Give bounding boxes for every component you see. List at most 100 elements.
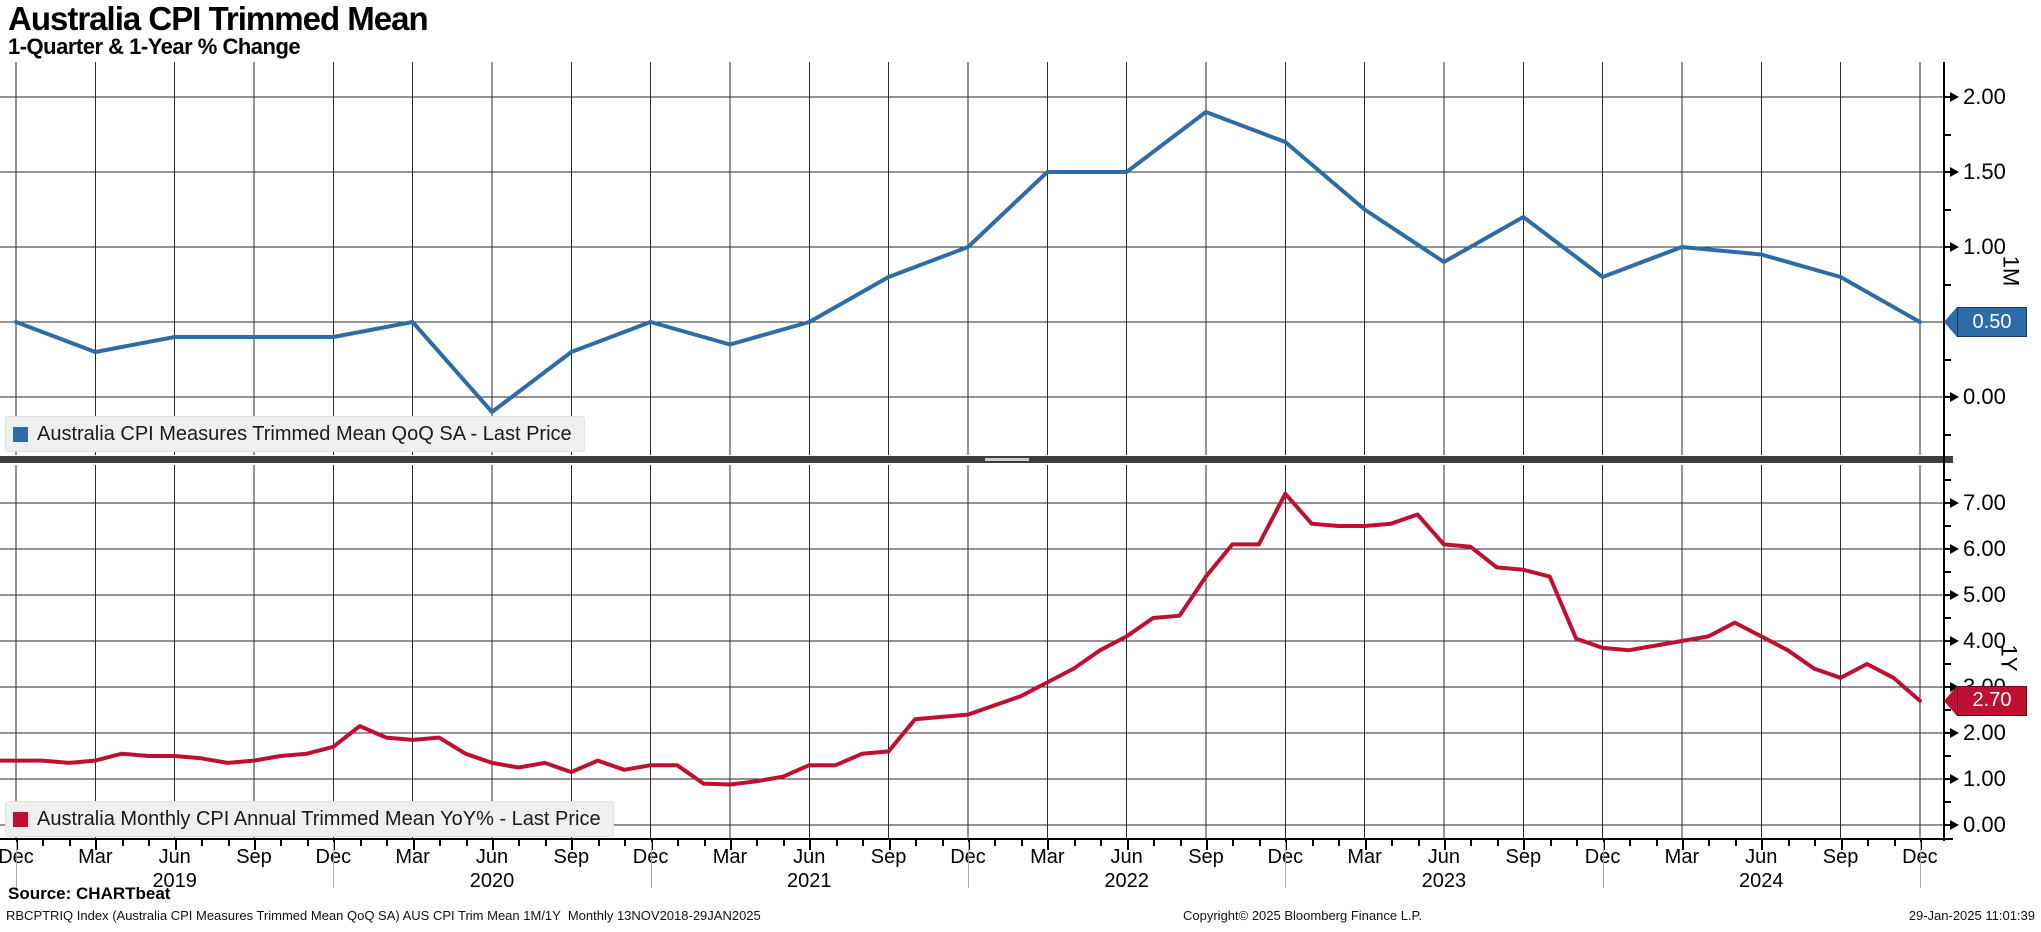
x-minor-tick [1655, 840, 1658, 846]
x-major-tick [333, 840, 336, 850]
last-price-marker-yoy: 2.70 [1944, 685, 2027, 716]
x-quarter-label: Mar [1030, 846, 1065, 868]
x-quarter-label: Jun [475, 846, 509, 868]
year-divider-line [650, 842, 652, 888]
x-quarter-label: Sep [870, 846, 907, 868]
panel-divider-handle[interactable] [985, 458, 1029, 461]
x-year-label: 2024 [1739, 870, 1784, 892]
x-minor-tick [1470, 840, 1473, 846]
y-minor-tick [1943, 801, 1951, 803]
y-minor-tick [1943, 663, 1951, 665]
year-divider-line [333, 842, 335, 888]
x-major-tick [1681, 840, 1684, 850]
y-minor-tick [1943, 284, 1951, 286]
x-major-tick [95, 840, 98, 850]
y-tick-arrow-icon [1950, 167, 1959, 177]
x-minor-tick [280, 840, 283, 846]
x-minor-tick [1311, 840, 1314, 846]
x-minor-tick [201, 840, 204, 846]
yoy-panel-plot[interactable] [0, 465, 1943, 838]
year-divider-line [1919, 842, 1921, 888]
x-minor-tick [1179, 840, 1182, 846]
marker-arrow-icon [1944, 307, 1957, 337]
x-minor-tick [756, 840, 759, 846]
y-minor-tick [1943, 434, 1951, 436]
x-major-tick [1126, 840, 1129, 850]
y-tick-label: 1.00 [1963, 234, 2006, 259]
y-minor-tick [1943, 359, 1951, 361]
last-price-marker-qoq: 0.50 [1944, 307, 2027, 337]
x-minor-tick [359, 840, 362, 846]
x-quarter-label: Jun [1745, 846, 1778, 868]
x-axis [0, 838, 1953, 840]
x-minor-tick [439, 840, 442, 846]
x-minor-tick [1496, 840, 1499, 846]
y-minor-tick [1943, 479, 1951, 481]
y-tick-label: 5.00 [1963, 582, 2006, 607]
x-year-label: 2020 [469, 870, 515, 892]
x-quarter-label: Dec [632, 846, 669, 868]
yoy-legend-swatch-icon [13, 811, 28, 827]
y-tick-label: 2.00 [1963, 84, 2006, 109]
x-quarter-label: Sep [553, 846, 590, 868]
x-major-tick [1761, 840, 1764, 850]
year-divider-line [16, 842, 17, 888]
x-quarter-label: Dec [315, 846, 352, 868]
x-quarter-label: Dec [1902, 846, 1938, 868]
x-quarter-label: Dec [1584, 846, 1621, 868]
legend-yoy[interactable]: Australia Monthly CPI Annual Trimmed Mea… [5, 801, 614, 837]
y-minor-tick [1943, 571, 1951, 573]
y-minor-tick [1943, 525, 1951, 527]
yoy-legend-label: Australia Monthly CPI Annual Trimmed Mea… [37, 807, 601, 830]
chart-subtitle: 1-Quarter & 1-Year % Change [8, 34, 301, 59]
x-major-tick [1285, 840, 1288, 850]
x-minor-tick [941, 840, 944, 846]
x-minor-tick [1867, 840, 1869, 846]
x-major-tick [16, 840, 18, 850]
x-major-tick [1840, 840, 1843, 850]
x-minor-tick [1576, 840, 1579, 846]
right-axis [1943, 62, 1945, 841]
x-major-tick [1443, 840, 1446, 850]
x-minor-tick [148, 840, 151, 846]
x-year-label: 2021 [787, 870, 832, 892]
x-major-tick [650, 840, 653, 850]
x-quarter-label: Jun [1427, 846, 1461, 868]
x-minor-tick [386, 840, 389, 846]
y-tick-arrow-icon [1950, 498, 1959, 508]
x-minor-tick [306, 840, 309, 846]
marker-arrow-icon [1944, 685, 1957, 716]
panel-label-1m: 1M [1998, 255, 2024, 287]
y-tick-arrow-icon [1950, 544, 1959, 554]
x-year-label: 2022 [1104, 870, 1149, 892]
legend-qoq[interactable]: Australia CPI Measures Trimmed Mean QoQ … [5, 416, 585, 452]
x-minor-tick [1549, 840, 1552, 846]
y-tick-label: 0.00 [1963, 384, 2006, 409]
qoq-legend-label: Australia CPI Measures Trimmed Mean QoQ … [37, 422, 572, 445]
y-tick-label: 6.00 [1963, 536, 2006, 561]
x-quarter-label: Mar [78, 846, 113, 868]
x-minor-tick [1787, 840, 1790, 846]
x-minor-tick [915, 840, 918, 846]
x-major-tick [571, 840, 574, 850]
copyright-notice: Copyright© 2025 Bloomberg Finance L.P. [1183, 908, 1423, 923]
x-major-tick [888, 840, 891, 850]
x-minor-tick [227, 840, 230, 846]
y-minor-tick [1943, 617, 1951, 619]
x-major-tick [1523, 840, 1526, 850]
x-major-tick [1205, 840, 1208, 850]
y-tick-label: 1.50 [1963, 159, 2006, 184]
x-minor-tick [68, 840, 71, 846]
x-minor-tick [624, 840, 627, 846]
panel-divider[interactable] [0, 456, 1953, 463]
qoq-panel-plot[interactable] [0, 62, 1943, 455]
y-tick-label: 4.00 [1963, 628, 2006, 653]
qoq-legend-swatch-icon [13, 426, 28, 442]
x-quarter-label: Sep [1188, 846, 1224, 868]
chart-title: Australia CPI Trimmed Mean [8, 0, 429, 37]
x-major-tick [809, 840, 812, 850]
ticker-description: RBCPTRIQ Index (Australia CPI Measures T… [6, 908, 761, 923]
panel-label-1y: 1Y [1996, 644, 2022, 672]
source-label: Source: CHARTbeat [8, 884, 171, 903]
